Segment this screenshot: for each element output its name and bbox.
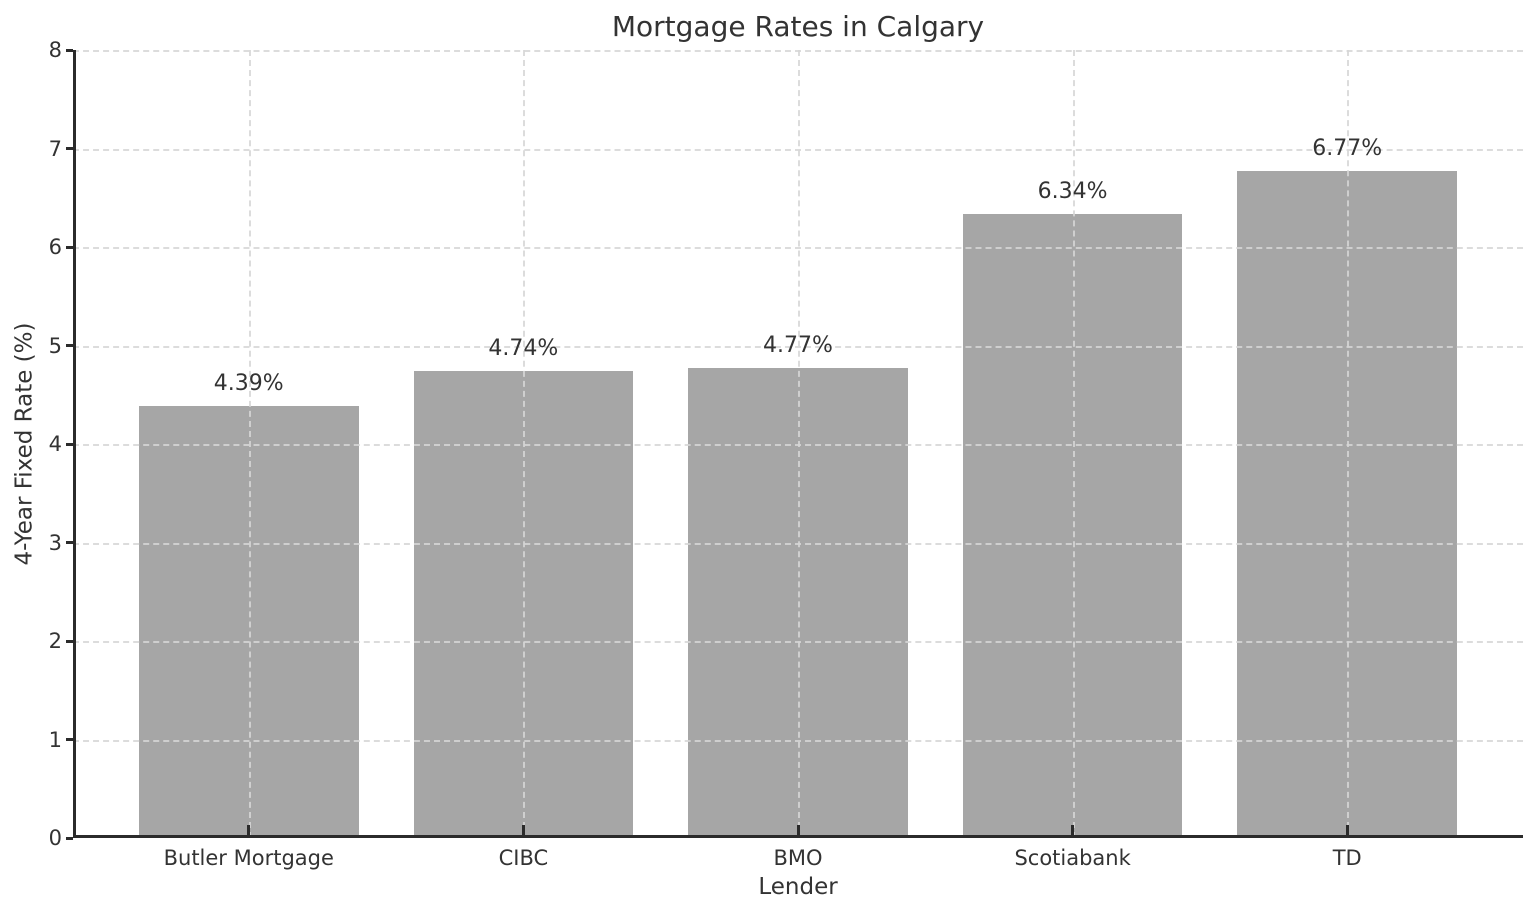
x-tick-mark-butler-mortgage — [247, 825, 251, 835]
y-tick-label-5: 5 — [48, 333, 62, 358]
x-tick-mark-td — [1345, 825, 1349, 835]
y-tick-label-2: 2 — [48, 629, 62, 653]
y-tick-label-0: 0 — [48, 826, 62, 850]
bar-value-label-butler-mortgage: 4.39% — [213, 370, 284, 396]
x-tick-mark-bmo — [796, 825, 800, 835]
y-tick-label-1: 1 — [48, 727, 62, 752]
bar-value-label-scotiabank: 6.34% — [1037, 178, 1108, 204]
bar-cibc — [413, 371, 634, 838]
y-tick-mark-8 — [66, 48, 73, 52]
bar-bmo — [688, 368, 908, 838]
x-tick-label-td: TD — [1332, 846, 1362, 870]
bar-value-label-cibc: 4.74% — [488, 336, 559, 362]
y-tick-label-3: 3 — [48, 530, 62, 555]
y-tick-mark-0 — [66, 836, 73, 840]
y-tick-mark-7 — [66, 147, 73, 150]
y-tick-mark-2 — [66, 639, 73, 643]
y-tick-mark-5 — [66, 344, 73, 347]
x-axis-title: Lender — [758, 874, 838, 900]
v-gridline-butler-mortgage — [248, 50, 251, 838]
chart-title: Mortgage Rates in Calgary — [611, 10, 985, 43]
v-gridline-td — [1347, 50, 1350, 838]
bar-value-label-td: 6.77% — [1312, 136, 1383, 162]
x-tick-label-cibc: CIBC — [498, 846, 549, 870]
y-tick-mark-4 — [66, 442, 73, 446]
x-tick-label-scotiabank: Scotiabank — [1014, 846, 1131, 870]
x-tick-label-bmo: BMO — [773, 846, 823, 870]
y-tick-label-7: 7 — [48, 136, 62, 161]
plot-area: 4.39% 4.74% 4.77% 6.34% 6.77% — [73, 50, 1523, 838]
x-axis-spine — [73, 835, 1523, 838]
y-tick-label-8: 8 — [48, 38, 62, 62]
v-gridline-scotiabank — [1072, 50, 1075, 838]
y-tick-mark-1 — [66, 738, 73, 741]
y-tick-mark-6 — [66, 245, 73, 249]
x-tick-mark-cibc — [521, 825, 525, 835]
y-tick-label-6: 6 — [48, 235, 62, 259]
y-tick-mark-3 — [66, 541, 73, 544]
y-tick-label-4: 4 — [48, 432, 62, 456]
bar-value-label-bmo: 4.77% — [763, 333, 833, 359]
v-gridline-bmo — [798, 50, 800, 838]
y-axis-spine — [73, 50, 76, 838]
x-tick-mark-scotiabank — [1071, 825, 1075, 835]
v-gridline-cibc — [523, 50, 526, 838]
x-tick-label-butler-mortgage: Butler Mortgage — [163, 846, 334, 870]
